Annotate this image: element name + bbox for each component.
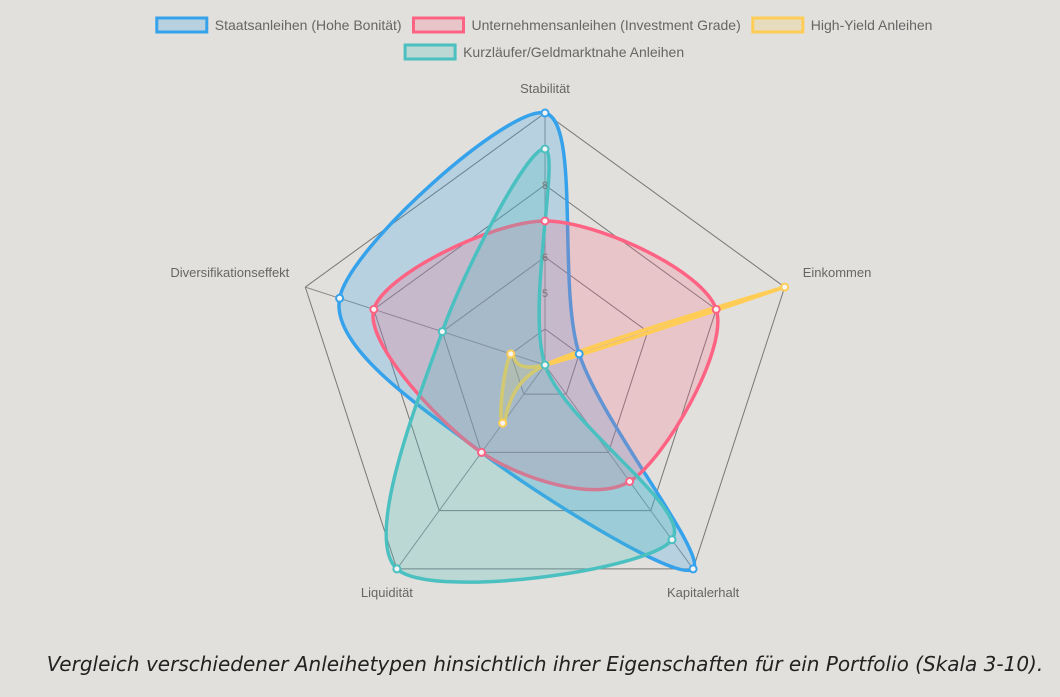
axis-label-2: Kapitalerhalt — [667, 585, 740, 600]
grid-ring-10 — [304, 112, 786, 570]
series-point-2-4 — [506, 349, 516, 359]
axis-label-4: Diversifikationseffekt — [170, 265, 289, 280]
legend-swatch-2 — [751, 16, 805, 34]
series-point-3-4 — [437, 327, 447, 337]
legend-label-2: High-Yield Anleihen — [811, 17, 933, 33]
axis-spoke — [396, 364, 546, 570]
axis-spoke — [544, 364, 694, 570]
series-point-1-0 — [540, 216, 550, 226]
series-point-0-2 — [688, 564, 698, 574]
series-area-3 — [384, 147, 677, 584]
series-point-0-1 — [574, 349, 584, 359]
axis-label-3: Liquidität — [361, 585, 413, 600]
series-point-3-2 — [667, 535, 677, 545]
axis-label-1: Einkommen — [803, 265, 872, 280]
series-point-1-3 — [477, 447, 486, 457]
grid-ring-8 — [373, 184, 717, 512]
grid-ring-4 — [510, 328, 580, 395]
chart-caption: Vergleich verschiedener Anleihetypen hin… — [46, 652, 1044, 676]
series-point-3-3 — [392, 564, 402, 574]
series-point-0-0 — [540, 108, 550, 118]
legend-swatch-3 — [403, 43, 457, 61]
axis-label-0: Stabilität — [520, 81, 570, 96]
series-point-2-3 — [498, 418, 508, 428]
legend-swatch-1 — [412, 16, 465, 34]
axis-spoke — [305, 286, 546, 366]
grid-ring-6 — [441, 256, 649, 453]
legend-swatch-0 — [155, 16, 209, 34]
tick-label: 6 — [542, 252, 548, 264]
legend-label-3: Kurzläufer/Geldmarktnahe Anleihen — [463, 44, 684, 60]
series-point-1-1 — [711, 304, 721, 314]
series-point-2-1 — [780, 282, 790, 292]
series-point-3-0 — [540, 144, 550, 154]
series-area-0 — [337, 111, 697, 573]
series-point-1-4 — [369, 304, 379, 314]
series-point-1-2 — [625, 477, 635, 486]
chart-legend: Staatsanleihen (Hohe Bonität) Unternehmen… — [155, 16, 933, 61]
series-point-0-4 — [335, 293, 345, 303]
tick-label: 8 — [542, 180, 548, 192]
tick-label: 5 — [542, 288, 548, 300]
radar-axis-labels: Stabilität Einkommen Kapitalerhalt Liquidit… — [170, 81, 871, 600]
radar-series — [335, 108, 790, 584]
legend-label-1: Unternehmensanleihen (Investment Grade) — [472, 17, 741, 33]
radar-tick-labels: 5 6 8 — [542, 180, 548, 300]
series-point-3-1 — [540, 360, 550, 370]
legend-label-0: Staatsanleihen (Hohe Bonität) — [215, 17, 402, 33]
